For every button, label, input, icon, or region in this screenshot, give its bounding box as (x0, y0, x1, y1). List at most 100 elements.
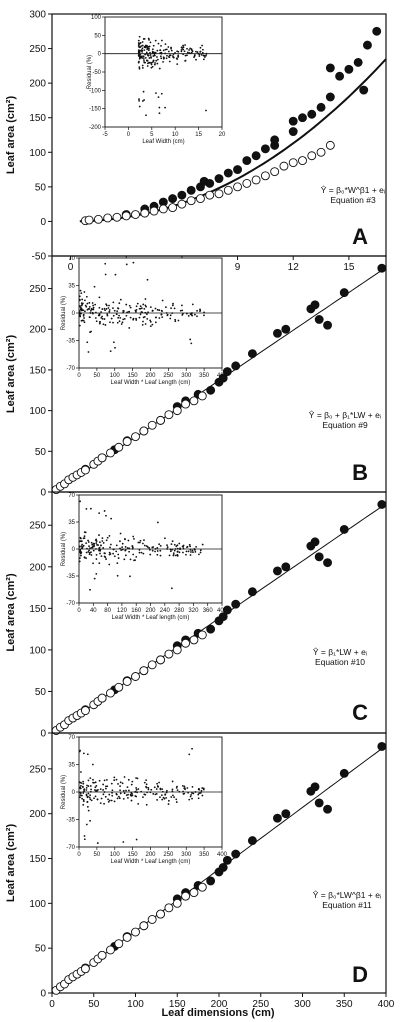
residual-point (117, 307, 119, 309)
residual-point (154, 64, 156, 66)
residual-point (109, 546, 111, 548)
residual-point (138, 55, 140, 57)
x-tick-label: 200 (211, 999, 228, 1010)
residual-point (160, 545, 162, 547)
residual-point (142, 65, 144, 67)
residual-point (147, 60, 149, 62)
residual-point (201, 54, 203, 56)
data-point-filled (282, 810, 290, 818)
residual-point (148, 547, 150, 549)
residual-point (79, 796, 81, 798)
residual-point (142, 41, 144, 43)
residual-point (182, 545, 184, 547)
data-point-filled (326, 64, 334, 72)
residual-point (160, 555, 162, 557)
data-point-open (271, 168, 279, 176)
residual-point (118, 796, 120, 798)
data-point-open (198, 883, 206, 891)
residual-point (87, 785, 89, 787)
residual-point (104, 318, 106, 320)
residual-point (155, 548, 157, 550)
residual-point (166, 55, 168, 57)
residual-point (81, 304, 83, 306)
inset-y-tick-label: -35 (66, 574, 75, 580)
residual-point (176, 787, 178, 789)
residual-point (80, 307, 82, 309)
residual-point (198, 55, 200, 57)
residual-point (80, 792, 82, 794)
residual-point (140, 308, 142, 310)
data-point-open (326, 141, 334, 149)
residual-point (191, 798, 193, 800)
residual-point (147, 311, 149, 313)
residual-point (186, 313, 188, 315)
residual-point (175, 798, 177, 800)
inset-x-tick-label: 300 (181, 373, 192, 379)
residual-point (154, 786, 156, 788)
residual-point (111, 792, 113, 794)
residual-point (104, 309, 106, 311)
residual-point (159, 49, 161, 51)
residual-point (151, 547, 153, 549)
residual-point (86, 296, 88, 298)
residual-point (159, 796, 161, 798)
residual-point (144, 545, 146, 547)
residual-point (84, 556, 86, 558)
y-tick-label: 250 (29, 521, 46, 532)
residual-point (100, 317, 102, 319)
residual-point (133, 559, 135, 561)
residual-point (172, 781, 174, 783)
data-point-filled (273, 814, 281, 822)
inset-y-tick-label: 70 (68, 256, 75, 262)
residual-point (147, 787, 149, 789)
inset-x-tick-label: 320 (188, 608, 199, 614)
residual-point (192, 303, 194, 305)
residual-point (128, 779, 130, 781)
residual-point (97, 842, 99, 844)
residual-point (195, 51, 197, 53)
data-point-filled (299, 114, 307, 122)
data-point-open (98, 694, 106, 702)
residual-point (141, 311, 143, 313)
data-point-open (308, 152, 316, 160)
residual-point (123, 310, 125, 312)
residual-point (159, 68, 161, 70)
data-point-open (178, 200, 186, 208)
residual-point (141, 50, 143, 52)
residual-point (83, 537, 85, 539)
residual-point (150, 321, 152, 323)
residual-point (80, 551, 82, 553)
residual-point (88, 541, 90, 543)
residual-point (197, 51, 199, 53)
residual-point (181, 51, 183, 53)
residual-point (130, 792, 132, 794)
data-point-open (289, 159, 297, 167)
residual-point (140, 305, 142, 307)
residual-point (176, 801, 178, 803)
residual-point (114, 310, 116, 312)
residual-point (99, 549, 101, 551)
residual-point (193, 548, 195, 550)
residual-point (109, 321, 111, 323)
panel-letter: C (352, 700, 368, 725)
residual-point (94, 304, 96, 306)
residual-point (92, 764, 94, 766)
residual-point (110, 350, 112, 352)
residual-point (126, 264, 128, 266)
x-tick-label: 250 (252, 999, 269, 1010)
residual-point (105, 515, 107, 517)
residual-point (158, 43, 160, 45)
data-point-open (299, 157, 307, 165)
residual-point (79, 557, 81, 559)
residual-point (108, 794, 110, 796)
residual-point (99, 321, 101, 323)
residual-point (119, 320, 121, 322)
inset-x-tick-label: 0 (127, 132, 131, 138)
residual-point (157, 550, 159, 552)
residual-point (182, 791, 184, 793)
inset-x-tick-label: 150 (128, 852, 139, 858)
residual-point (83, 799, 85, 801)
residual-point (118, 557, 120, 559)
data-point-open (182, 400, 190, 408)
residual-point (151, 324, 153, 326)
